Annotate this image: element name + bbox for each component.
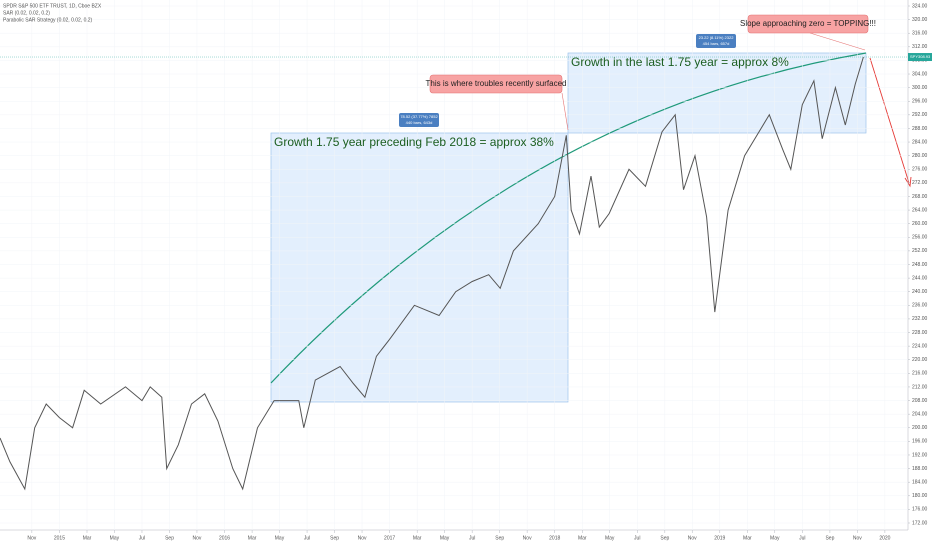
measure-box	[696, 34, 736, 48]
x-tick-label: Jul	[469, 535, 475, 541]
measure-text: 454 bars, 657d	[703, 41, 730, 46]
y-tick-label: 248.00	[912, 262, 928, 268]
arrow	[869, 57, 910, 184]
x-tick-label: May	[440, 535, 450, 541]
y-tick-label: 200.00	[912, 425, 928, 431]
y-tick-label: 228.00	[912, 330, 928, 336]
x-tick-label: Sep	[660, 535, 669, 541]
y-tick-label: 284.00	[912, 139, 928, 145]
y-tick-label: 264.00	[912, 207, 928, 213]
y-tick-label: 312.00	[912, 44, 928, 50]
x-tick-label: Sep	[165, 535, 174, 541]
annotation: Growth 1.75 year preceding Feb 2018 = ap…	[274, 135, 554, 149]
x-tick-label: 2019	[714, 535, 725, 541]
y-tick-label: 196.00	[912, 439, 928, 445]
y-tick-label: 304.00	[912, 71, 928, 77]
x-tick-label: Nov	[193, 535, 202, 541]
indicator: Parabolic SAR Strategy (0.02, 0.02, 0.2)	[3, 17, 93, 23]
chart-title: SPDR S&P 500 ETF TRUST, 1D, Cboe BZX	[3, 3, 102, 9]
x-tick-label: Nov	[27, 535, 36, 541]
measure-text: 23.22 (8.11%) 2322	[699, 35, 735, 40]
x-tick-label: 2020	[879, 535, 890, 541]
x-tick-label: Sep	[825, 535, 834, 541]
x-tick-label: May	[605, 535, 615, 541]
callout-pointer	[561, 92, 569, 131]
y-tick-label: 172.00	[912, 520, 928, 526]
x-tick-label: Jul	[304, 535, 310, 541]
growth-box	[567, 52, 867, 134]
y-tick-label: 220.00	[912, 357, 928, 363]
x-tick-label: Nov	[853, 535, 862, 541]
callout-pointer	[809, 32, 866, 51]
x-tick-label: Mar	[248, 535, 257, 541]
y-tick-label: 224.00	[912, 343, 928, 349]
y-tick-label: 188.00	[912, 466, 928, 472]
annotation: Growth in the last 1.75 year = approx 8%	[571, 55, 789, 69]
y-tick-label: 256.00	[912, 235, 928, 241]
x-tick-label: May	[110, 535, 120, 541]
x-tick-label: Nov	[523, 535, 532, 541]
price-line	[0, 56, 864, 491]
x-tick-label: Mar	[743, 535, 752, 541]
price-tag-symbol: SPY	[910, 54, 918, 59]
measure-text: 440 bars, 643d	[406, 120, 433, 125]
x-tick-label: 2018	[549, 535, 560, 541]
x-tick-label: Jul	[799, 535, 805, 541]
trend-curve	[270, 52, 867, 384]
y-tick-label: 176.00	[912, 507, 928, 513]
price-tag-value: 308.93	[918, 54, 931, 59]
y-tick-label: 180.00	[912, 493, 928, 499]
y-tick-label: 204.00	[912, 411, 928, 417]
y-tick-label: 212.00	[912, 384, 928, 390]
arrow-head	[904, 176, 912, 188]
x-tick-label: 2016	[219, 535, 230, 541]
y-tick-label: 216.00	[912, 371, 928, 377]
y-tick-label: 316.00	[912, 31, 928, 37]
x-tick-label: May	[770, 535, 780, 541]
y-tick-label: 292.00	[912, 112, 928, 118]
y-tick-label: 300.00	[912, 85, 928, 91]
y-tick-label: 184.00	[912, 480, 928, 486]
x-tick-label: Nov	[358, 535, 367, 541]
y-tick-label: 268.00	[912, 194, 928, 200]
x-tick-label: Mar	[578, 535, 587, 541]
growth-box	[270, 132, 569, 403]
y-tick-label: 320.00	[912, 17, 928, 23]
callout-box	[429, 74, 563, 94]
y-tick-label: 232.00	[912, 316, 928, 322]
x-tick-label: 2017	[384, 535, 395, 541]
y-tick-label: 244.00	[912, 275, 928, 281]
indicator: SAR (0.02, 0.02, 0.2)	[3, 10, 50, 16]
x-tick-label: Jul	[634, 535, 640, 541]
x-tick-label: 2015	[54, 535, 65, 541]
y-tick-label: 324.00	[912, 3, 928, 9]
x-tick-label: Mar	[413, 535, 422, 541]
callout-text: Slope approaching zero = TOPPING!!!	[740, 19, 876, 28]
price-tag	[908, 53, 932, 62]
y-tick-label: 236.00	[912, 303, 928, 309]
y-tick-label: 272.00	[912, 180, 928, 186]
measure-text: 78.52 (37.77%) 7852	[400, 114, 438, 119]
measure-box	[399, 113, 439, 127]
x-tick-label: Mar	[83, 535, 92, 541]
x-tick-label: May	[275, 535, 285, 541]
y-tick-label: 208.00	[912, 398, 928, 404]
y-tick-label: 240.00	[912, 289, 928, 295]
y-tick-label: 296.00	[912, 99, 928, 105]
callout-text: This is where troubles recently surfaced	[426, 79, 567, 88]
x-tick-label: Sep	[330, 535, 339, 541]
y-tick-label: 260.00	[912, 221, 928, 227]
y-tick-label: 192.00	[912, 452, 928, 458]
callout-box	[747, 14, 869, 34]
y-tick-label: 252.00	[912, 248, 928, 254]
y-tick-label: 288.00	[912, 126, 928, 132]
x-tick-label: Sep	[495, 535, 504, 541]
y-tick-label: 280.00	[912, 153, 928, 159]
x-tick-label: Jul	[139, 535, 145, 541]
x-tick-label: Nov	[688, 535, 697, 541]
y-tick-label: 276.00	[912, 167, 928, 173]
